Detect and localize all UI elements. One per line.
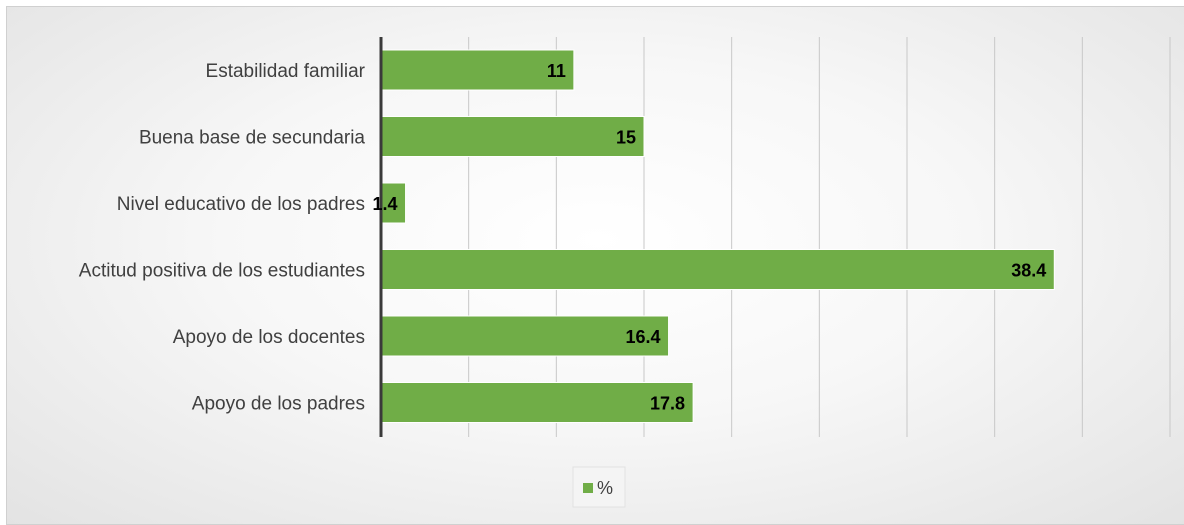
bars [380, 49, 1055, 423]
category-label: Nivel educativo de los padres [117, 194, 365, 215]
bar [380, 116, 645, 157]
data-label: 15 [616, 128, 636, 148]
data-label: 1.4 [373, 194, 398, 214]
category-label: Actitud positiva de los estudiantes [79, 261, 365, 282]
data-labels: 11 15 1.4 38.4 16.4 17.8 [373, 61, 1047, 414]
bar [380, 249, 1055, 290]
category-label: Estabilidad familiar [206, 61, 366, 82]
category-label: Apoyo de los docentes [173, 327, 365, 348]
category-label: Apoyo de los padres [192, 394, 365, 415]
bar [380, 182, 407, 224]
legend-box [572, 466, 626, 508]
bar [380, 49, 575, 91]
category-labels: Estabilidad familiar Buena base de secund… [79, 61, 366, 415]
gridlines [468, 37, 1171, 437]
legend-swatch [583, 483, 593, 493]
data-label: 11 [547, 61, 566, 81]
data-label: 17.8 [650, 394, 685, 414]
bar-chart: Estabilidad familiar Buena base de secund… [79, 37, 1171, 508]
bar [380, 382, 694, 423]
data-label: 38.4 [1011, 261, 1046, 281]
chart-frame: Estabilidad familiar Buena base de secund… [6, 6, 1184, 525]
data-label: 16.4 [625, 327, 660, 347]
category-label: Buena base de secundaria [139, 128, 365, 149]
legend: % [572, 466, 626, 508]
bar [380, 315, 670, 357]
legend-series-name: % [597, 478, 613, 498]
